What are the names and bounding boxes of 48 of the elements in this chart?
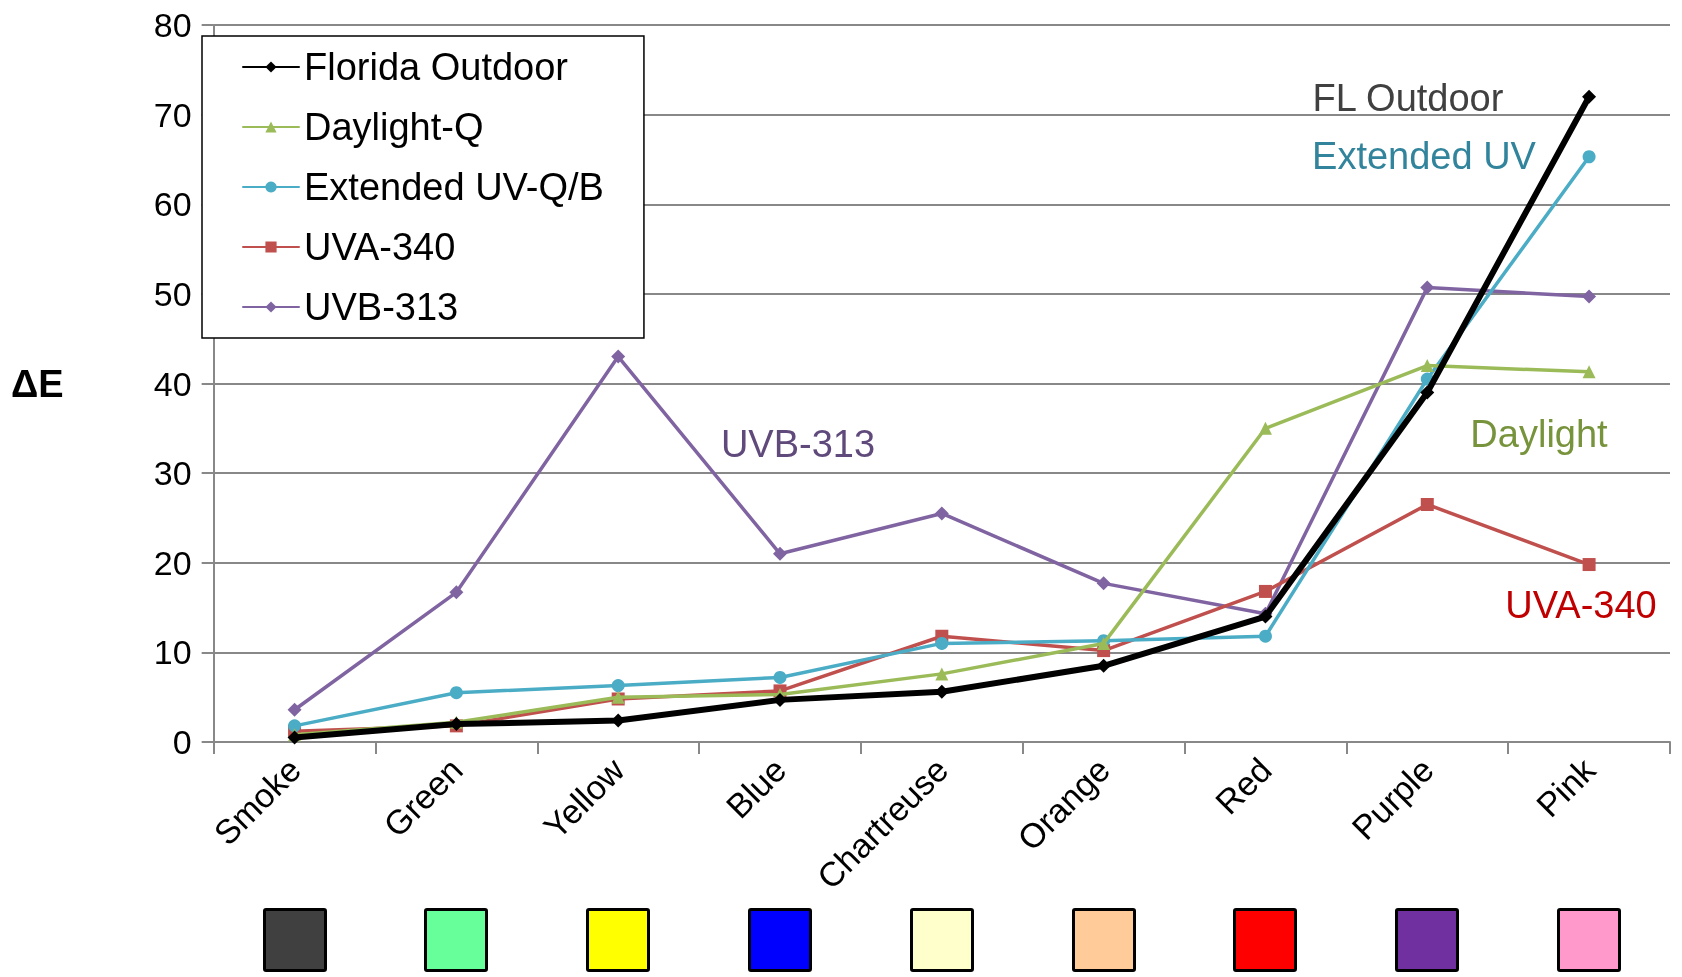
legend-label: Daylight-Q bbox=[304, 106, 484, 148]
point bbox=[1420, 497, 1434, 511]
point bbox=[773, 546, 788, 561]
y-axis-title: ΔE bbox=[10, 362, 64, 405]
x-tick-label: Blue bbox=[718, 750, 794, 826]
y-tick-label: 50 bbox=[153, 274, 192, 313]
point bbox=[449, 585, 464, 600]
y-tick-label: 30 bbox=[153, 454, 192, 493]
point bbox=[1420, 280, 1435, 295]
point bbox=[1096, 576, 1111, 591]
point bbox=[611, 349, 626, 364]
point bbox=[1258, 421, 1272, 435]
point bbox=[288, 719, 302, 733]
annotation: FL Outdoor bbox=[1312, 77, 1504, 119]
y-tick-label: 20 bbox=[153, 543, 192, 582]
y-tick-label: 40 bbox=[153, 364, 192, 403]
annotation: Extended UV bbox=[1312, 135, 1537, 177]
legend-label: UVB-313 bbox=[304, 286, 459, 328]
point bbox=[1582, 150, 1596, 164]
point bbox=[1420, 359, 1434, 373]
y-tick-label: 80 bbox=[153, 6, 192, 44]
y-tick-label: 10 bbox=[153, 633, 192, 672]
annotation: Daylight bbox=[1470, 413, 1609, 455]
y-tick-label: 70 bbox=[153, 95, 192, 134]
point bbox=[935, 667, 949, 681]
point bbox=[1582, 289, 1597, 304]
annotation: UVB-313 bbox=[720, 423, 876, 465]
point bbox=[611, 679, 625, 693]
point bbox=[1582, 558, 1596, 572]
point bbox=[773, 670, 787, 684]
point bbox=[934, 506, 949, 521]
y-tick-label: 60 bbox=[153, 185, 192, 224]
y-tick-label: 0 bbox=[172, 723, 192, 761]
point bbox=[287, 702, 302, 717]
point bbox=[1096, 658, 1111, 673]
point bbox=[1420, 385, 1435, 400]
point bbox=[449, 686, 463, 700]
point bbox=[611, 713, 626, 728]
point bbox=[935, 636, 949, 650]
x-tick-label: Pink bbox=[1528, 749, 1604, 825]
point bbox=[1582, 89, 1597, 104]
legend-label: Extended UV-Q/B bbox=[304, 166, 604, 208]
legend-label: Florida Outdoor bbox=[304, 46, 569, 88]
annotation: UVA-340 bbox=[1505, 584, 1657, 626]
point bbox=[1258, 629, 1272, 643]
point bbox=[1258, 584, 1272, 598]
legend-label: UVA-340 bbox=[304, 226, 456, 268]
point bbox=[1582, 365, 1596, 379]
